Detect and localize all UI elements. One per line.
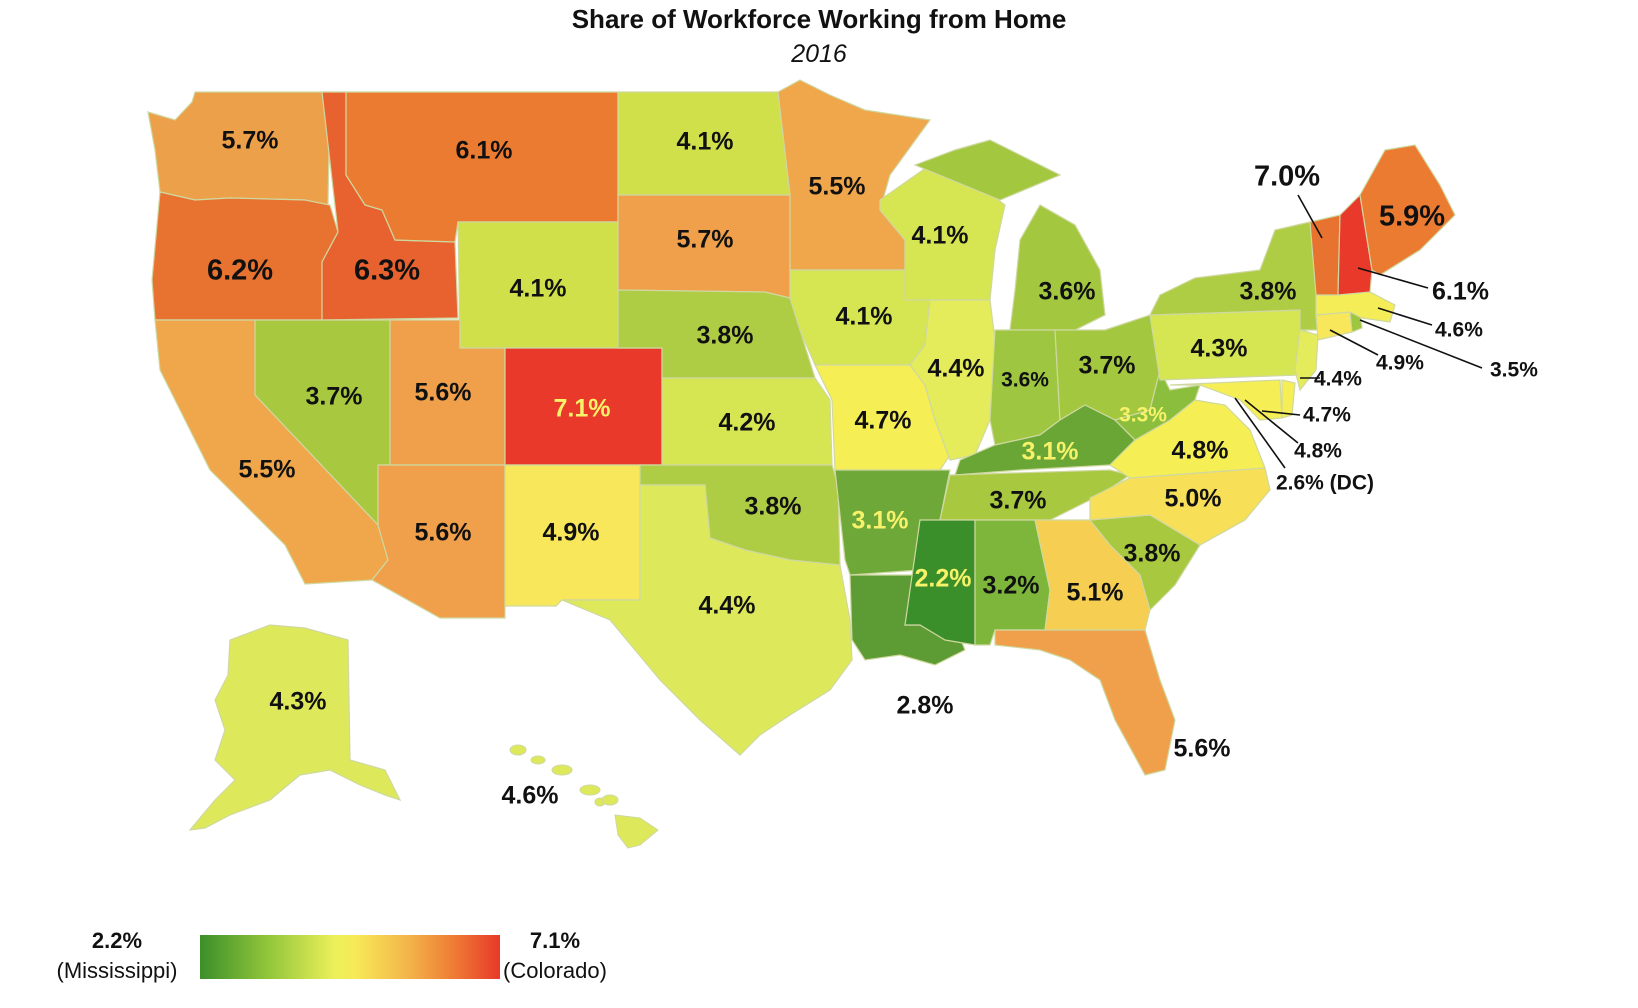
label-illinois: 4.4% bbox=[928, 355, 985, 383]
label-iowa: 4.1% bbox=[836, 303, 893, 331]
label-new-york: 3.8% bbox=[1240, 278, 1297, 306]
label-nevada: 3.7% bbox=[306, 383, 363, 411]
state-texas[interactable] bbox=[561, 484, 853, 756]
label-north-carolina: 5.0% bbox=[1165, 485, 1222, 513]
label-dc: 2.6% (DC) bbox=[1276, 472, 1374, 495]
legend-min-label: (Mississippi) bbox=[56, 958, 178, 983]
legend-min: 2.2% (Mississippi) bbox=[42, 926, 192, 986]
state-minnesota[interactable] bbox=[777, 79, 932, 271]
label-ohio: 3.7% bbox=[1079, 352, 1136, 380]
label-michigan: 3.6% bbox=[1039, 278, 1096, 306]
state-connecticut[interactable] bbox=[1315, 311, 1353, 341]
label-oklahoma: 3.8% bbox=[745, 493, 802, 521]
label-arkansas: 3.1% bbox=[852, 507, 909, 535]
state-delaware[interactable] bbox=[1281, 379, 1296, 419]
label-south-carolina: 3.8% bbox=[1124, 540, 1181, 568]
label-idaho: 6.3% bbox=[354, 255, 420, 287]
label-west-virginia: 3.3% bbox=[1119, 404, 1167, 427]
label-washington: 5.7% bbox=[222, 127, 279, 155]
label-montana: 6.1% bbox=[456, 137, 513, 165]
label-massachusetts: 4.6% bbox=[1435, 319, 1483, 342]
label-kansas: 4.2% bbox=[719, 409, 776, 437]
label-hawaii: 4.6% bbox=[502, 782, 559, 810]
label-north-dakota: 4.1% bbox=[677, 128, 734, 156]
state-alaska[interactable] bbox=[188, 624, 402, 831]
label-delaware: 4.7% bbox=[1303, 404, 1351, 427]
state-maine[interactable] bbox=[1359, 144, 1456, 276]
map-subtitle: 2016 bbox=[791, 40, 847, 68]
label-virginia: 4.8% bbox=[1172, 437, 1229, 465]
label-oregon: 6.2% bbox=[207, 255, 273, 287]
leader-lines bbox=[1234, 194, 1483, 469]
label-connecticut: 4.9% bbox=[1376, 352, 1424, 375]
state-maryland[interactable] bbox=[1169, 379, 1283, 421]
label-rhode-island: 3.5% bbox=[1490, 359, 1538, 382]
label-minnesota: 5.5% bbox=[809, 173, 866, 201]
map-title: Share of Workforce Working from Home bbox=[571, 4, 1067, 34]
state-hawaii[interactable] bbox=[509, 744, 659, 849]
label-colorado: 7.1% bbox=[554, 395, 611, 423]
label-indiana: 3.6% bbox=[1001, 369, 1049, 392]
label-alabama: 3.2% bbox=[983, 572, 1040, 600]
label-missouri: 4.7% bbox=[855, 407, 912, 435]
state-montana[interactable] bbox=[345, 91, 619, 243]
label-texas: 4.4% bbox=[699, 592, 756, 620]
label-kentucky: 3.1% bbox=[1022, 438, 1079, 466]
state-california[interactable] bbox=[154, 319, 389, 585]
legend-max-value: 7.1% bbox=[529, 928, 581, 953]
label-florida: 5.6% bbox=[1174, 735, 1231, 763]
state-vermont[interactable] bbox=[1309, 214, 1341, 296]
label-mississippi: 2.2% bbox=[915, 565, 972, 593]
state-new-jersey[interactable] bbox=[1294, 329, 1319, 392]
label-wisconsin: 4.1% bbox=[912, 222, 969, 250]
state-kansas[interactable] bbox=[661, 377, 833, 466]
label-nebraska: 3.8% bbox=[697, 322, 754, 350]
label-tennessee: 3.7% bbox=[990, 487, 1047, 515]
label-utah: 5.6% bbox=[415, 379, 472, 407]
label-pennsylvania: 4.3% bbox=[1191, 335, 1248, 363]
label-new-jersey: 4.4% bbox=[1314, 368, 1362, 391]
state-michigan[interactable] bbox=[913, 139, 1106, 331]
label-arizona: 5.6% bbox=[415, 519, 472, 547]
label-maine: 5.9% bbox=[1379, 201, 1445, 233]
label-new-mexico: 4.9% bbox=[543, 519, 600, 547]
state-illinois[interactable] bbox=[909, 299, 996, 461]
label-georgia: 5.1% bbox=[1067, 579, 1124, 607]
legend-color-scale bbox=[200, 935, 500, 979]
legend-min-value: 2.2% bbox=[91, 928, 143, 953]
legend-max: 7.1% (Colorado) bbox=[480, 926, 630, 986]
state-massachusetts[interactable] bbox=[1315, 291, 1396, 323]
state-florida[interactable] bbox=[994, 629, 1176, 776]
label-vermont: 7.0% bbox=[1254, 161, 1320, 193]
legend-max-label: (Colorado) bbox=[503, 958, 607, 983]
label-alaska: 4.3% bbox=[270, 688, 327, 716]
label-louisiana: 2.8% bbox=[897, 692, 954, 720]
label-california: 5.5% bbox=[239, 456, 296, 484]
label-south-dakota: 5.7% bbox=[677, 226, 734, 254]
state-labels: 5.7% 6.1% 4.1% 5.5% 6.2% 6.3% 4.1% 5.7% … bbox=[207, 127, 1538, 810]
label-new-hampshire: 6.1% bbox=[1432, 278, 1489, 306]
label-wyoming: 4.1% bbox=[510, 275, 567, 303]
label-maryland: 4.8% bbox=[1294, 440, 1342, 463]
